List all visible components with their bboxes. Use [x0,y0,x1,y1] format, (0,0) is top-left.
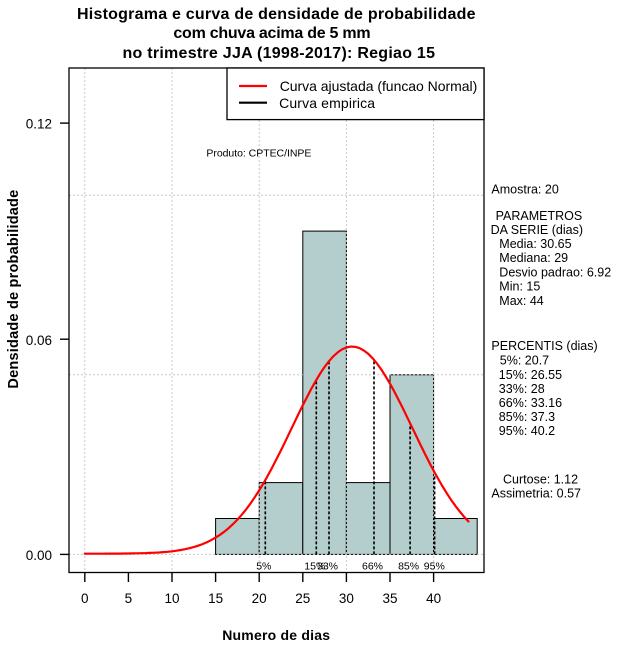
svg-text:35: 35 [382,591,397,606]
svg-text:Curtose: 1.12: Curtose: 1.12 [503,473,578,487]
svg-text:33%: 33% [317,561,338,573]
svg-text:Mediana: 29: Mediana: 29 [499,251,568,265]
svg-text:15%: 26.55: 15%: 26.55 [499,368,562,382]
svg-text:20: 20 [252,591,267,606]
svg-text:95%: 40.2: 95%: 40.2 [499,424,555,438]
svg-text:0.12: 0.12 [26,117,52,132]
svg-text:Assimetria: 0.57: Assimetria: 0.57 [491,487,581,501]
svg-text:Media: 30.65: Media: 30.65 [499,237,571,251]
svg-text:0: 0 [81,591,89,606]
svg-text:Min: 15: Min: 15 [499,280,540,294]
svg-text:0.00: 0.00 [26,548,52,563]
svg-text:Desvio padrao: 6.92: Desvio padrao: 6.92 [499,266,611,280]
svg-text:25: 25 [295,591,310,606]
svg-text:Max: 44: Max: 44 [499,294,544,308]
svg-text:Histograma e curva de densidad: Histograma e curva de densidade de proba… [77,6,476,23]
svg-text:0.06: 0.06 [26,333,52,348]
svg-text:Amostra: 20: Amostra: 20 [491,183,558,197]
svg-text:PARAMETROS: PARAMETROS [496,209,583,223]
svg-text:40: 40 [426,591,441,606]
svg-text:Produto: CPTEC/INPE: Produto: CPTEC/INPE [206,147,311,159]
svg-text:10: 10 [164,591,179,606]
svg-text:66%: 33.16: 66%: 33.16 [499,396,562,410]
svg-text:95%: 95% [424,561,445,573]
svg-text:85%: 37.3: 85%: 37.3 [499,410,555,424]
svg-text:5: 5 [125,591,133,606]
svg-text:66%: 66% [362,561,383,573]
svg-text:5%: 5% [256,561,271,573]
svg-text:no trimestre JJA (1998-2017):: no trimestre JJA (1998-2017): Regiao 15 [123,45,436,62]
svg-text:Curva empirica: Curva empirica [279,95,375,111]
svg-text:5%: 20.7: 5%: 20.7 [500,354,549,368]
svg-text:15%: 15% [304,561,325,573]
svg-text:com chuva acima de 5 mm: com chuva acima de 5 mm [173,25,370,42]
svg-text:Numero de dias: Numero de dias [222,627,330,643]
svg-text:Curva ajustada (funcao Normal): Curva ajustada (funcao Normal) [280,78,478,94]
svg-text:30: 30 [339,591,354,606]
svg-text:15: 15 [208,591,223,606]
svg-text:Densidade de probabilidade: Densidade de probabilidade [6,190,22,389]
svg-text:PERCENTIS (dias): PERCENTIS (dias) [491,339,597,353]
svg-text:85%: 85% [398,561,419,573]
svg-text:DA SERIE (dias): DA SERIE (dias) [491,223,583,237]
svg-text:33%: 28: 33%: 28 [499,382,545,396]
